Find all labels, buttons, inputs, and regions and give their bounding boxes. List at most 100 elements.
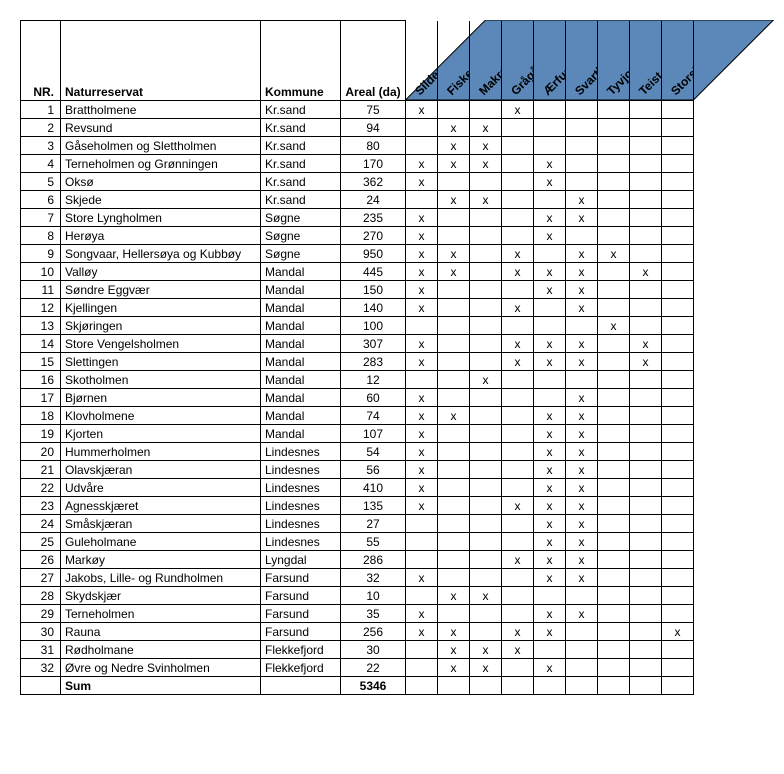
cell-species-5: x <box>566 605 598 623</box>
cell-name: Udvåre <box>61 479 261 497</box>
cell-species-2 <box>470 263 502 281</box>
cell-species-4: x <box>534 155 566 173</box>
cell-species-0: x <box>406 497 438 515</box>
cell-species-8 <box>662 335 694 353</box>
cell-species-7: x <box>630 353 662 371</box>
cell-areal: 235 <box>341 209 406 227</box>
table-row: 9Songvaar, Hellersøya og KubbøySøgne950x… <box>21 245 694 263</box>
cell-kommune: Kr.sand <box>261 119 341 137</box>
cell-species-2 <box>470 551 502 569</box>
cell-species-0 <box>406 659 438 677</box>
cell-areal: 35 <box>341 605 406 623</box>
cell-species-6 <box>598 335 630 353</box>
cell-species-1 <box>438 335 470 353</box>
cell-species-5 <box>566 659 598 677</box>
cell-species-1 <box>438 461 470 479</box>
cell-kommune: Mandal <box>261 371 341 389</box>
cell-kommune: Kr.sand <box>261 101 341 119</box>
cell-species-7 <box>630 281 662 299</box>
cell-areal: 270 <box>341 227 406 245</box>
cell-species-2: x <box>470 155 502 173</box>
cell-species-8 <box>662 173 694 191</box>
cell-species-2 <box>470 443 502 461</box>
cell-species-2 <box>470 389 502 407</box>
cell-species-3 <box>502 389 534 407</box>
table-row: 19KjortenMandal107xxx <box>21 425 694 443</box>
cell-species-7 <box>630 479 662 497</box>
cell-species-5: x <box>566 353 598 371</box>
cell-kommune: Kr.sand <box>261 173 341 191</box>
cell-species-5: x <box>566 191 598 209</box>
cell-species-7 <box>630 533 662 551</box>
cell-species-8 <box>662 119 694 137</box>
cell-areal: 32 <box>341 569 406 587</box>
cell-species-0: x <box>406 335 438 353</box>
cell-species-4: x <box>534 497 566 515</box>
cell-species-0: x <box>406 281 438 299</box>
cell-species-3: x <box>502 299 534 317</box>
cell-name: Terneholmen og Grønningen <box>61 155 261 173</box>
cell-species-0: x <box>406 101 438 119</box>
cell-kommune: Farsund <box>261 623 341 641</box>
cell-nr: 16 <box>21 371 61 389</box>
cell-species-2: x <box>470 119 502 137</box>
cell-species-7 <box>630 101 662 119</box>
cell-species-0: x <box>406 263 438 281</box>
cell-name: Store Lyngholmen <box>61 209 261 227</box>
cell-species-5 <box>566 587 598 605</box>
cell-species-0 <box>406 191 438 209</box>
cell-species-1 <box>438 425 470 443</box>
cell-species-3 <box>502 515 534 533</box>
cell-areal: 75 <box>341 101 406 119</box>
cell-species-2 <box>470 245 502 263</box>
cell-species-6 <box>598 497 630 515</box>
cell-species-7 <box>630 641 662 659</box>
cell-areal: 170 <box>341 155 406 173</box>
cell-species-2 <box>470 173 502 191</box>
cell-areal: 410 <box>341 479 406 497</box>
cell-species-0: x <box>406 209 438 227</box>
cell-species-6 <box>598 569 630 587</box>
cell-nr: 18 <box>21 407 61 425</box>
cell-species-2 <box>470 317 502 335</box>
cell-species-0: x <box>406 227 438 245</box>
cell-species-6 <box>598 479 630 497</box>
table-row: 30RaunaFarsund256xxxxx <box>21 623 694 641</box>
cell-nr: 8 <box>21 227 61 245</box>
cell-species-8 <box>662 569 694 587</box>
sum-x-7 <box>630 677 662 695</box>
cell-name: Store Vengelsholmen <box>61 335 261 353</box>
cell-kommune: Lindesnes <box>261 479 341 497</box>
species-header-3: Grågås <box>502 21 534 101</box>
cell-species-5 <box>566 641 598 659</box>
cell-name: Terneholmen <box>61 605 261 623</box>
cell-areal: 55 <box>341 533 406 551</box>
cell-species-3 <box>502 173 534 191</box>
cell-species-8 <box>662 191 694 209</box>
cell-species-4: x <box>534 443 566 461</box>
cell-species-1 <box>438 371 470 389</box>
cell-kommune: Kr.sand <box>261 137 341 155</box>
cell-species-7 <box>630 155 662 173</box>
cell-species-4 <box>534 389 566 407</box>
cell-species-0: x <box>406 299 438 317</box>
cell-species-0 <box>406 119 438 137</box>
cell-species-2 <box>470 497 502 515</box>
cell-species-8 <box>662 281 694 299</box>
cell-species-3 <box>502 209 534 227</box>
cell-nr: 12 <box>21 299 61 317</box>
cell-species-6 <box>598 173 630 191</box>
cell-kommune: Kr.sand <box>261 191 341 209</box>
cell-species-6 <box>598 533 630 551</box>
cell-species-8 <box>662 137 694 155</box>
cell-name: Revsund <box>61 119 261 137</box>
cell-species-7 <box>630 443 662 461</box>
cell-species-5: x <box>566 299 598 317</box>
cell-species-4 <box>534 371 566 389</box>
cell-species-0: x <box>406 605 438 623</box>
col-nr-header: NR. <box>21 21 61 101</box>
cell-species-7 <box>630 317 662 335</box>
cell-nr: 22 <box>21 479 61 497</box>
cell-species-3: x <box>502 353 534 371</box>
cell-nr: 15 <box>21 353 61 371</box>
